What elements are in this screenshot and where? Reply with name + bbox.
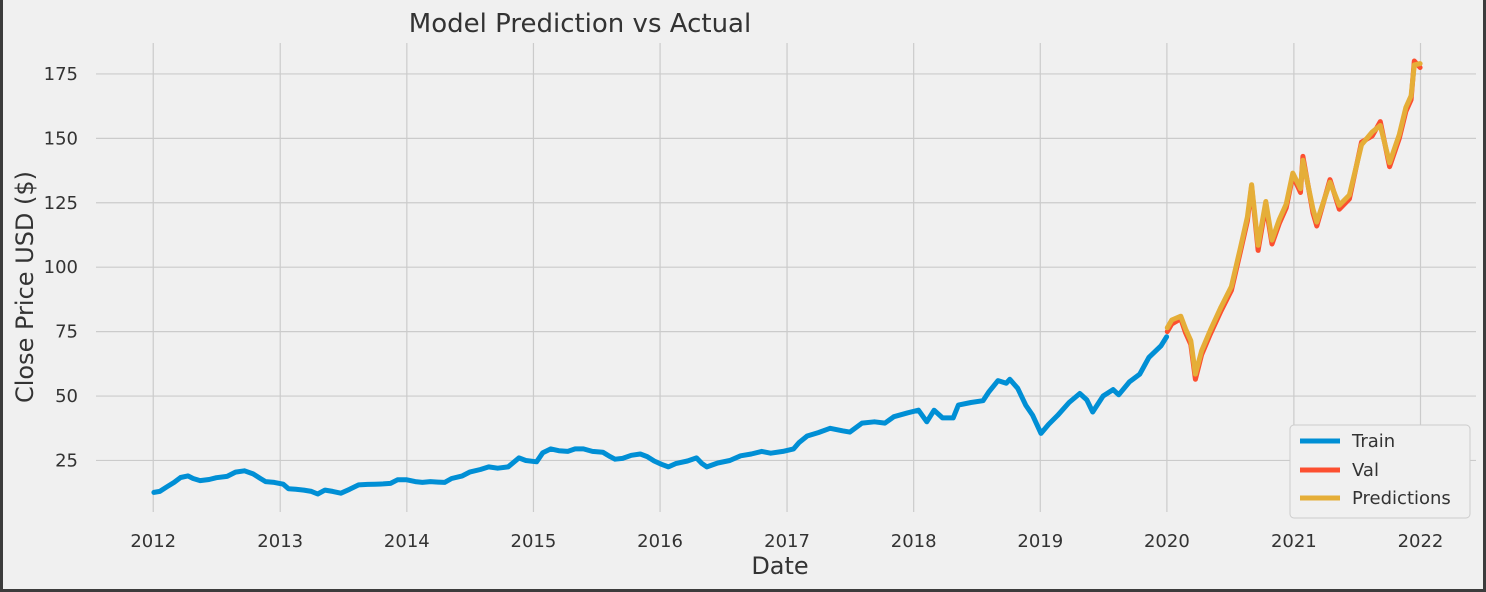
y-tick-label: 175 xyxy=(44,64,78,85)
x-tick-label: 2016 xyxy=(637,531,683,552)
legend-label-train: Train xyxy=(1351,431,1395,452)
y-axis-label: Close Price USD ($) xyxy=(11,171,39,403)
y-tick-label: 25 xyxy=(55,450,78,471)
x-tick-label: 2012 xyxy=(130,531,176,552)
tick-labels: 2012 2013 2014 2015 2016 2017 2018 2019 2020 2021… xyxy=(44,64,1444,552)
x-tick-label: 2018 xyxy=(891,531,937,552)
legend-label-val: Val xyxy=(1352,460,1379,481)
chart-figure: 2012 2013 2014 2015 2016 2017 2018 2019 2020 2021… xyxy=(3,0,1483,589)
grid xyxy=(96,43,1476,512)
series-lines xyxy=(151,58,1423,497)
y-tick-label: 150 xyxy=(44,128,78,149)
x-tick-label: 2013 xyxy=(257,531,303,552)
x-tick-label: 2014 xyxy=(384,531,430,552)
y-tick-label: 50 xyxy=(55,386,78,407)
chart-canvas: 2012 2013 2014 2015 2016 2017 2018 2019 2020 2021… xyxy=(11,9,1476,580)
y-tick-label: 100 xyxy=(44,257,78,278)
x-tick-label: 2021 xyxy=(1271,531,1317,552)
legend: Train Val Predictions xyxy=(1289,424,1471,519)
legend-box xyxy=(1289,424,1471,519)
chart-title: Model Prediction vs Actual xyxy=(409,9,751,39)
x-tick-label: 2020 xyxy=(1144,531,1190,552)
x-tick-label: 2017 xyxy=(764,531,810,552)
x-axis-label: Date xyxy=(751,552,808,580)
series-line-predictions xyxy=(1164,61,1423,377)
y-tick-label: 125 xyxy=(44,193,78,214)
x-tick-label: 2022 xyxy=(1398,531,1444,552)
x-tick-label: 2015 xyxy=(511,531,557,552)
legend-label-predictions: Predictions xyxy=(1352,488,1451,509)
series-line-train xyxy=(151,334,1170,497)
x-tick-label: 2019 xyxy=(1017,531,1063,552)
y-tick-label: 75 xyxy=(55,322,78,343)
